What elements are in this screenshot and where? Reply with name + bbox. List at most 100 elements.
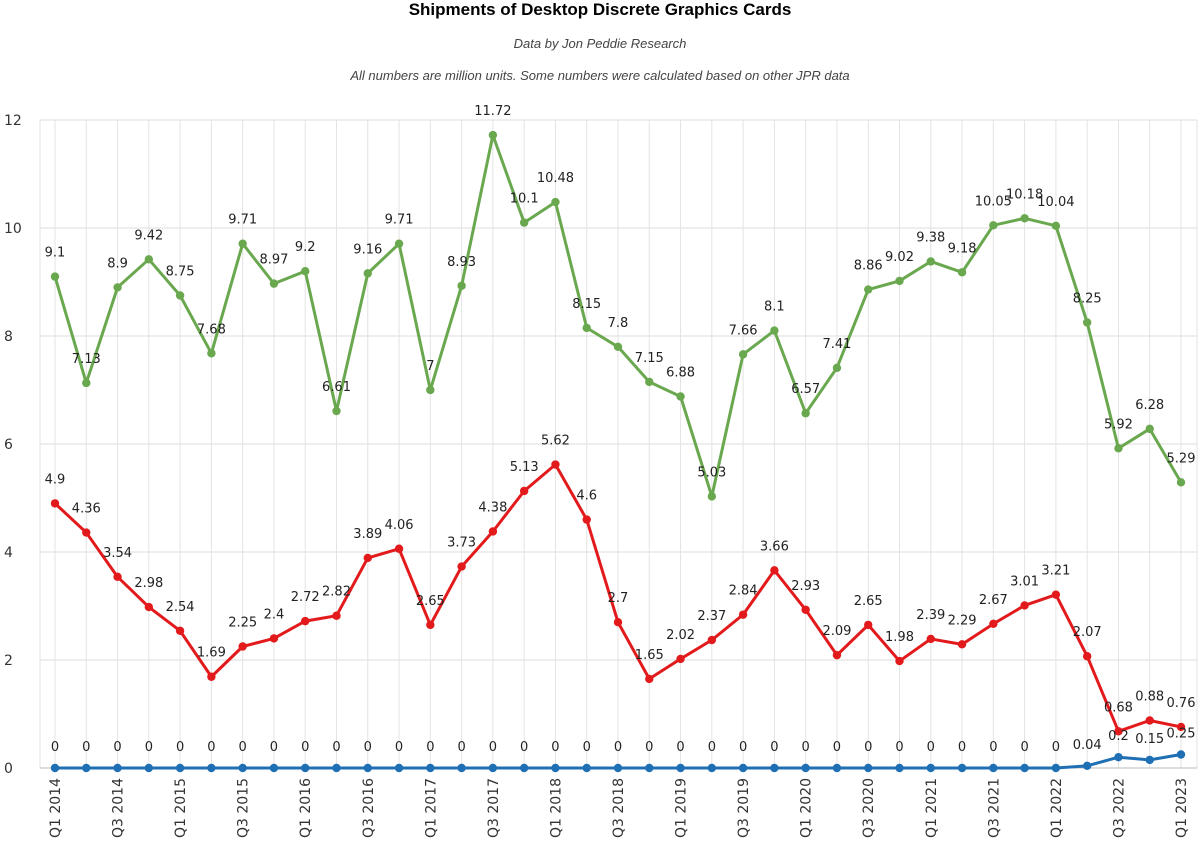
data-point [426, 620, 435, 630]
x-tick-label: Q1 2021 [924, 778, 940, 838]
data-label: 0.04 [1073, 738, 1102, 753]
data-point [82, 763, 91, 773]
data-point [1176, 478, 1186, 487]
data-point [1051, 221, 1061, 231]
data-label: 7.15 [635, 351, 664, 366]
data-label: 8.9 [107, 256, 128, 271]
data-point [519, 763, 529, 773]
data-label: 0 [270, 740, 278, 755]
x-tick-label: Q3 2016 [361, 778, 377, 838]
data-point [82, 528, 91, 537]
x-tick-label: Q3 2014 [111, 778, 127, 838]
x-tick-label: Q1 2017 [423, 778, 439, 838]
data-label: 9.71 [228, 213, 257, 228]
data-point [269, 634, 279, 643]
data-label: 9.02 [885, 250, 914, 265]
data-label: 2.25 [228, 616, 257, 631]
data-label: 3.89 [353, 527, 382, 542]
data-label: 4.6 [576, 489, 597, 504]
data-point [238, 642, 247, 651]
data-label: 0.68 [1104, 700, 1133, 715]
data-point [676, 654, 685, 664]
y-tick-label: 6 [4, 437, 13, 453]
data-point [864, 620, 873, 630]
data-label: 2.65 [854, 594, 883, 609]
data-label: 9.2 [295, 240, 316, 255]
data-label: 0 [301, 740, 309, 755]
data-label: 0 [833, 740, 841, 755]
data-point [175, 291, 185, 300]
data-label: 8.1 [764, 300, 785, 315]
x-tick-label: Q1 2019 [674, 778, 690, 838]
y-tick-label: 10 [4, 221, 22, 237]
data-point [895, 763, 904, 773]
data-point [332, 406, 341, 416]
data-point [1114, 727, 1123, 736]
data-point [1051, 590, 1061, 599]
data-point [957, 268, 967, 277]
data-label: 8.15 [572, 297, 601, 312]
data-labels: 9.1 7.13 8.9 9.42 8.75 7.68 9.71 8.97 9.2 6.61 9.1… [45, 104, 1196, 755]
data-point [144, 255, 154, 264]
data-point [363, 763, 372, 773]
data-point [363, 553, 372, 563]
data-point [238, 763, 247, 773]
data-label: 3.66 [760, 539, 789, 554]
series-group [50, 130, 1186, 773]
data-point [363, 269, 372, 278]
data-label: 3.01 [1010, 574, 1039, 589]
x-tick-label: Q3 2022 [1111, 778, 1127, 838]
data-point [269, 763, 279, 773]
x-axis: Q1 2014 Q3 2014 Q1 2015 Q3 2015 Q1 2016 Q3 20… [48, 778, 1190, 838]
x-tick-label: Q3 2020 [861, 778, 877, 838]
data-label: 10.18 [1006, 187, 1043, 202]
data-label: 0 [426, 740, 434, 755]
data-label: 2.37 [697, 609, 726, 624]
data-point [645, 763, 654, 773]
data-label: 8.86 [854, 259, 883, 274]
data-label: 7 [426, 359, 434, 374]
data-point [1020, 601, 1029, 610]
data-label: 11.72 [474, 104, 511, 119]
data-label: 0 [708, 740, 716, 755]
data-point [519, 218, 529, 227]
data-label: 7.8 [608, 316, 629, 331]
data-point [1114, 444, 1123, 453]
data-label: 8.93 [447, 255, 476, 270]
data-point [676, 392, 685, 401]
data-point [613, 342, 623, 351]
data-point [394, 763, 404, 773]
data-label: 2.09 [822, 624, 851, 639]
data-point [488, 763, 498, 773]
data-label: 1.65 [635, 648, 664, 663]
y-tick-label: 0 [4, 761, 13, 777]
data-point [1145, 716, 1154, 725]
data-point [926, 763, 935, 773]
data-point [457, 763, 466, 773]
data-point [645, 674, 654, 684]
data-point [238, 239, 247, 248]
data-point [332, 763, 341, 773]
data-label: 0 [989, 740, 997, 755]
chart-note: All numbers are million units. Some numb… [350, 68, 850, 83]
x-tick-label: Q1 2020 [799, 778, 815, 838]
data-label: 7.66 [729, 323, 758, 338]
x-tick-label: Q1 2018 [548, 778, 564, 838]
data-label: 9.1 [45, 246, 66, 261]
data-label: 2.7 [608, 591, 629, 606]
data-label: 10.05 [975, 194, 1012, 209]
data-label: 0 [332, 740, 340, 755]
data-label: 2.67 [979, 593, 1008, 608]
data-point [707, 763, 717, 773]
data-point [1082, 652, 1092, 661]
data-label: 4.38 [478, 500, 507, 515]
x-tick-label: Q3 2021 [986, 778, 1002, 838]
data-label: 0 [239, 740, 247, 755]
data-point [269, 279, 279, 288]
data-label: 4.36 [72, 502, 101, 517]
data-point [144, 602, 154, 612]
data-point [426, 385, 435, 395]
data-point [895, 656, 904, 666]
data-point [957, 763, 967, 773]
data-point [832, 763, 842, 773]
